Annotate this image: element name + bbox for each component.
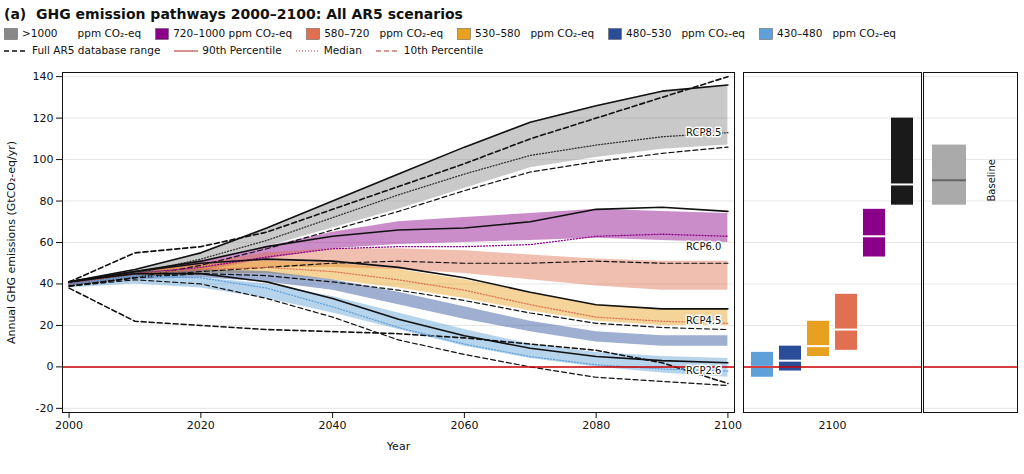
svg-text:2060: 2060 <box>450 419 478 432</box>
html-text:580–720 ppm CO₂-eq: 580–720 ppm CO₂-eq <box>324 27 444 39</box>
svg-text:-20: -20 <box>36 402 54 415</box>
svg-text:Annual GHG emissions (GtCO₂-eq: Annual GHG emissions (GtCO₂-eq/yr) <box>5 141 18 344</box>
svg-text:2100: 2100 <box>819 419 847 432</box>
svg-text:RCP6.0: RCP6.0 <box>686 241 721 252</box>
html-text:>1000 ppm CO₂-eq: >1000 ppm CO₂-eq <box>22 27 142 39</box>
html-text:10th Percentile: 10th Percentile <box>403 44 484 56</box>
html-text:Full AR5 database range: Full AR5 database range <box>32 44 161 56</box>
svg-text:2000: 2000 <box>55 419 83 432</box>
svg-text:0: 0 <box>47 360 54 373</box>
svg-text:Year: Year <box>386 440 411 453</box>
svg-text:20: 20 <box>40 319 54 332</box>
html-text:530–580 ppm CO₂-eq: 530–580 ppm CO₂-eq <box>475 27 595 39</box>
svg-text:2080: 2080 <box>582 419 610 432</box>
svg-text:120: 120 <box>33 112 54 125</box>
svg-text:RCP2.6: RCP2.6 <box>686 365 721 376</box>
svg-text:2040: 2040 <box>319 419 347 432</box>
html-text:90th Percentile: 90th Percentile <box>202 44 282 56</box>
svg-text:2020: 2020 <box>187 419 215 432</box>
html-text:720–1000 ppm CO₂-eq: 720–1000 ppm CO₂-eq <box>173 27 293 39</box>
svg-text:140: 140 <box>33 70 54 83</box>
svg-text:Baseline: Baseline <box>986 159 997 201</box>
html-text:Median: Median <box>323 44 362 56</box>
svg-text:100: 100 <box>33 153 54 166</box>
html-text:(a) GHG emission pathways 2000: (a) GHG emission pathways 2000–2100: All… <box>4 6 463 22</box>
svg-text:40: 40 <box>40 277 54 290</box>
svg-text:RCP4.5: RCP4.5 <box>686 315 721 326</box>
html-text:480–530 ppm CO₂-eq: 480–530 ppm CO₂-eq <box>626 27 745 39</box>
svg-text:2100: 2100 <box>714 419 742 432</box>
html-text:430–480 ppm CO₂-eq: 430–480 ppm CO₂-eq <box>777 27 896 39</box>
svg-text:80: 80 <box>40 195 54 208</box>
svg-text:RCP8.5: RCP8.5 <box>686 127 721 138</box>
svg-text:60: 60 <box>40 236 54 249</box>
